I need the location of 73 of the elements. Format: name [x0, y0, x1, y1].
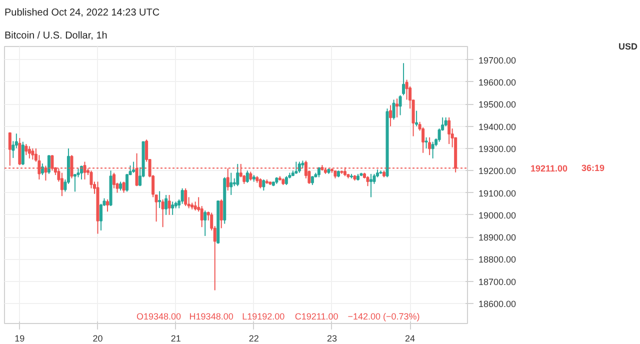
y-tick-label: 18600.00 — [478, 299, 516, 310]
x-tick-label: 19 — [14, 334, 25, 344]
candlestick — [158, 190, 162, 209]
candlestick — [204, 210, 207, 236]
candlestick — [161, 198, 164, 228]
x-tick-label: 23 — [326, 334, 337, 344]
y-tick-label: 19200.00 — [478, 166, 516, 176]
candlestick — [18, 138, 22, 166]
x-tick-label: 24 — [405, 334, 416, 344]
candlestick — [28, 146, 31, 159]
candlestick — [47, 154, 50, 174]
candlestick — [171, 201, 174, 216]
candlestick — [168, 194, 171, 216]
candlestick — [126, 173, 129, 192]
annotation: −142.00 (−0.73%) — [348, 312, 420, 322]
y-tick-label: 19700.00 — [478, 55, 516, 66]
candlestick — [31, 148, 34, 160]
candlestick — [366, 176, 370, 187]
x-tick-label: 21 — [170, 334, 181, 344]
candlestick — [402, 62, 406, 96]
candlestick — [236, 163, 240, 187]
y-tick-label: 19000.00 — [478, 210, 516, 220]
annotation: C19211.00 — [294, 312, 338, 322]
y-tick-label: 18700.00 — [478, 276, 516, 287]
y-tick-label: 18900.00 — [478, 232, 516, 243]
annotation: O19348.00 — [136, 312, 182, 322]
text: 36:19 — [582, 163, 605, 174]
candlestick — [438, 128, 441, 142]
candlestick — [298, 161, 301, 174]
annotation: L19192.00 — [242, 312, 285, 322]
candlestick — [184, 188, 188, 207]
candlestick — [230, 172, 233, 196]
x-tick-label: 22 — [248, 334, 259, 344]
candlestick — [294, 161, 298, 174]
y-tick-label: 19300.00 — [478, 144, 516, 154]
y-tick-label: 19100.00 — [478, 188, 516, 198]
candlestick — [8, 132, 12, 166]
candlestick — [424, 136, 428, 149]
text: USD — [618, 42, 638, 52]
y-tick-label: 19500.00 — [478, 100, 516, 110]
candlestick — [246, 170, 249, 184]
y-tick-label: 18800.00 — [478, 254, 516, 265]
candlestick — [132, 161, 136, 174]
candlestick — [60, 172, 64, 197]
candlestick — [389, 104, 392, 127]
text: Published Oct 24, 2022 14:23 UTC — [4, 8, 160, 18]
candlestick — [258, 178, 262, 189]
candlestick — [24, 144, 28, 156]
candlestick — [80, 165, 83, 180]
chart-title: Bitcoin / U.S. Dollar, 1h — [4, 30, 108, 42]
candlestick — [398, 94, 402, 116]
candlestick — [428, 136, 432, 156]
candlestick — [220, 198, 223, 229]
candlestick — [392, 99, 396, 120]
candlestick — [431, 141, 434, 159]
candlestick — [262, 178, 266, 192]
x-tick-label: 20 — [92, 334, 103, 344]
candlestick — [40, 163, 44, 176]
candlestick — [106, 198, 110, 212]
candlestick — [112, 172, 116, 189]
ref-line-label: 19211.00 — [530, 164, 568, 174]
candlestick — [226, 168, 230, 192]
candlestick — [396, 98, 399, 118]
y-tick-label: 19600.00 — [478, 77, 516, 88]
candlestick — [448, 116, 451, 145]
annotation: H19348.00 — [189, 312, 234, 322]
candlestick — [21, 141, 24, 166]
candlestick — [369, 173, 373, 198]
candlestick — [122, 181, 126, 194]
candlestick — [415, 110, 418, 127]
candlestick — [164, 194, 168, 216]
candlestick — [180, 188, 184, 204]
y-tick-label: 19400.00 — [478, 122, 516, 132]
